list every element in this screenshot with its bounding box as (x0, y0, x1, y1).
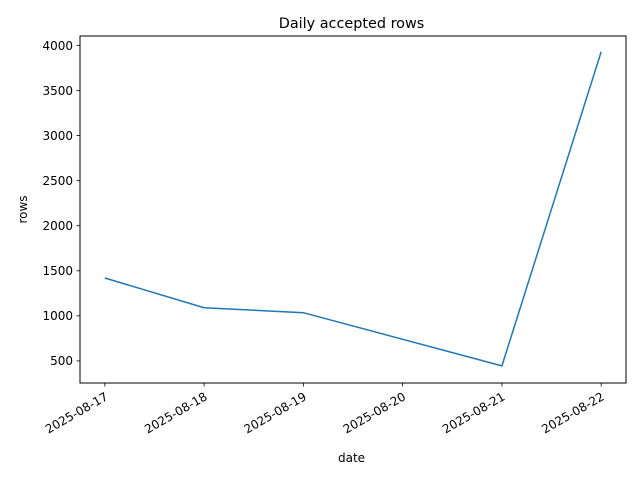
x-axis: 2025-08-17 2025-08-18 2025-08-19 2025-08-20… (43, 383, 607, 436)
y-tick-label: 3000 (42, 129, 73, 143)
x-tick-label: 2025-08-20 (341, 389, 408, 436)
x-tick-label: 2025-08-22 (539, 389, 606, 436)
y-tick-label: 500 (50, 354, 73, 368)
y-tick-label: 1000 (42, 309, 73, 323)
chart-title: Daily accepted rows (279, 16, 425, 32)
x-tick-label: 2025-08-17 (43, 389, 110, 436)
y-tick-label: 1500 (42, 264, 73, 278)
y-tick-label: 4000 (42, 39, 73, 53)
series-layer (104, 51, 602, 367)
y-tick-label: 3500 (42, 84, 73, 98)
x-tick-label: 2025-08-21 (440, 389, 507, 436)
plot-area-frame (79, 35, 627, 384)
x-tick-label: 2025-08-19 (241, 389, 308, 436)
x-tick-label: 2025-08-18 (142, 389, 209, 436)
y-tick-label: 2000 (42, 219, 73, 233)
x-axis-label: date (338, 451, 365, 465)
series-line-1 (104, 51, 602, 367)
y-tick-label: 2500 (42, 174, 73, 188)
y-axis: 500 1000 1500 2000 2500 3000 3500 4000 (42, 39, 80, 368)
y-axis-label: rows (16, 195, 30, 223)
